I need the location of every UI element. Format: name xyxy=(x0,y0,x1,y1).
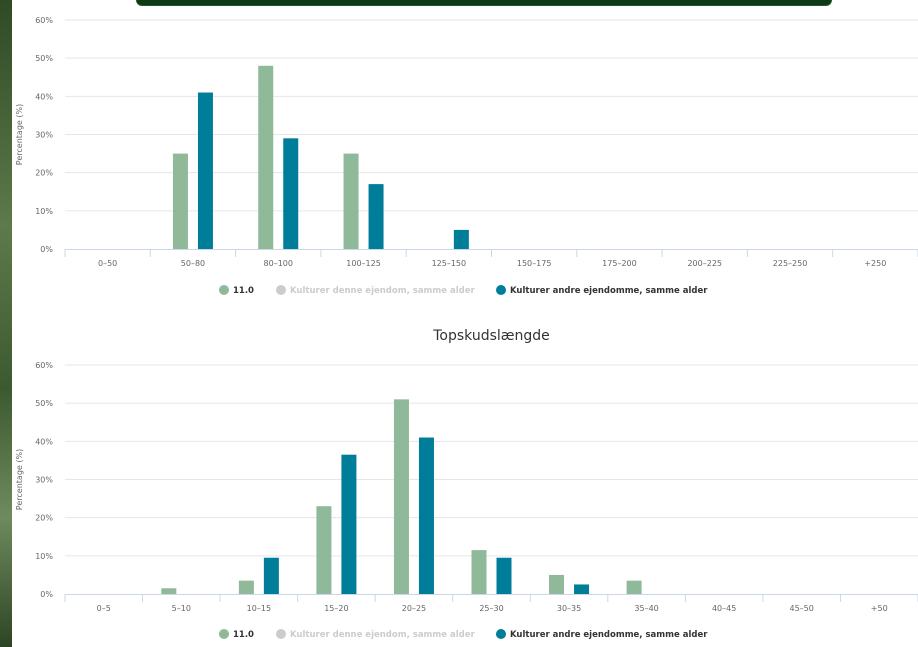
bar-3-80–100[interactable] xyxy=(283,138,299,249)
x-tick-label: +50 xyxy=(871,604,888,613)
legend-item-label[interactable]: Kulturer andre ejendomme, samme alder xyxy=(510,630,708,640)
legend-marker[interactable] xyxy=(496,285,506,295)
y-tick-label: 40% xyxy=(35,437,53,446)
legend-item-label[interactable]: Kulturer andre ejendomme, samme alder xyxy=(510,286,708,296)
legend-item-label[interactable]: Kulturer denne ejendom, samme alder xyxy=(290,286,475,296)
y-tick-label: 20% xyxy=(35,514,53,523)
x-tick-label: 45–50 xyxy=(790,604,814,613)
y-tick-label: 30% xyxy=(35,476,53,485)
x-tick-label: 50–80 xyxy=(181,259,205,268)
bar-1-100–125[interactable] xyxy=(343,153,359,249)
bar-1-30–35[interactable] xyxy=(549,574,565,594)
legend-item-label[interactable]: Kulturer denne ejendom, samme alder xyxy=(290,630,475,640)
y-tick-label: 10% xyxy=(35,552,53,561)
chart-panel xyxy=(12,0,918,647)
y-tick-label: 60% xyxy=(35,16,53,25)
y-tick-label: 40% xyxy=(35,92,53,101)
x-tick-label: 10–15 xyxy=(247,604,271,613)
y-tick-label: 60% xyxy=(35,361,53,370)
x-tick-label: 25–30 xyxy=(479,604,503,613)
legend-marker[interactable] xyxy=(219,629,229,639)
x-tick-label: 150–175 xyxy=(517,259,552,268)
x-tick-label: 0–5 xyxy=(97,604,111,613)
x-tick-label: 80–100 xyxy=(264,259,293,268)
x-tick-label: 40–45 xyxy=(712,604,736,613)
x-tick-label: 0–50 xyxy=(98,259,117,268)
bar-1-80–100[interactable] xyxy=(258,65,274,249)
bar-1-15–20[interactable] xyxy=(316,506,332,594)
x-tick-label: 35–40 xyxy=(634,604,658,613)
legend-item-label[interactable]: 11.0 xyxy=(233,630,254,640)
bar-3-50–80[interactable] xyxy=(197,92,213,250)
bar-1-5–10[interactable] xyxy=(161,588,177,594)
y-tick-label: 50% xyxy=(35,399,53,408)
legend-marker[interactable] xyxy=(496,629,506,639)
x-tick-label: 225–250 xyxy=(773,259,808,268)
x-tick-label: 30–35 xyxy=(557,604,581,613)
bar-3-125–150[interactable] xyxy=(453,229,469,249)
bar-3-15–20[interactable] xyxy=(341,454,357,594)
bar-3-10–15[interactable] xyxy=(263,557,279,594)
legend-item-label[interactable]: 11.0 xyxy=(233,286,254,296)
x-tick-label: 200–225 xyxy=(687,259,722,268)
chart-title: Topskudslængde xyxy=(432,328,550,344)
bar-3-30–35[interactable] xyxy=(574,584,590,594)
legend-marker[interactable] xyxy=(219,285,229,295)
legend-marker[interactable] xyxy=(276,285,286,295)
x-tick-label: 20–25 xyxy=(402,604,426,613)
bar-3-20–25[interactable] xyxy=(418,437,434,594)
x-tick-label: 175–200 xyxy=(602,259,637,268)
x-tick-label: 100–125 xyxy=(346,259,381,268)
bar-1-35–40[interactable] xyxy=(626,580,642,594)
bar-1-20–25[interactable] xyxy=(393,399,409,594)
y-tick-label: 50% xyxy=(35,54,53,63)
background-foliage-strip xyxy=(0,0,12,647)
y-axis-label: Percentage (%) xyxy=(15,449,24,510)
y-tick-label: 30% xyxy=(35,131,53,140)
bar-3-100–125[interactable] xyxy=(368,184,384,249)
x-tick-label: 15–20 xyxy=(324,604,348,613)
legend-marker[interactable] xyxy=(276,629,286,639)
x-tick-label: 125–150 xyxy=(432,259,467,268)
y-tick-label: 0% xyxy=(40,590,53,599)
bar-1-25–30[interactable] xyxy=(471,550,487,594)
x-tick-label: +250 xyxy=(864,259,886,268)
bar-1-10–15[interactable] xyxy=(238,580,254,594)
y-tick-label: 0% xyxy=(40,245,53,254)
bar-3-25–30[interactable] xyxy=(496,557,512,594)
bar-1-50–80[interactable] xyxy=(172,153,188,249)
y-tick-label: 10% xyxy=(35,207,53,216)
y-tick-label: 20% xyxy=(35,169,53,178)
x-tick-label: 5–10 xyxy=(172,604,191,613)
y-axis-label: Percentage (%) xyxy=(15,104,24,165)
